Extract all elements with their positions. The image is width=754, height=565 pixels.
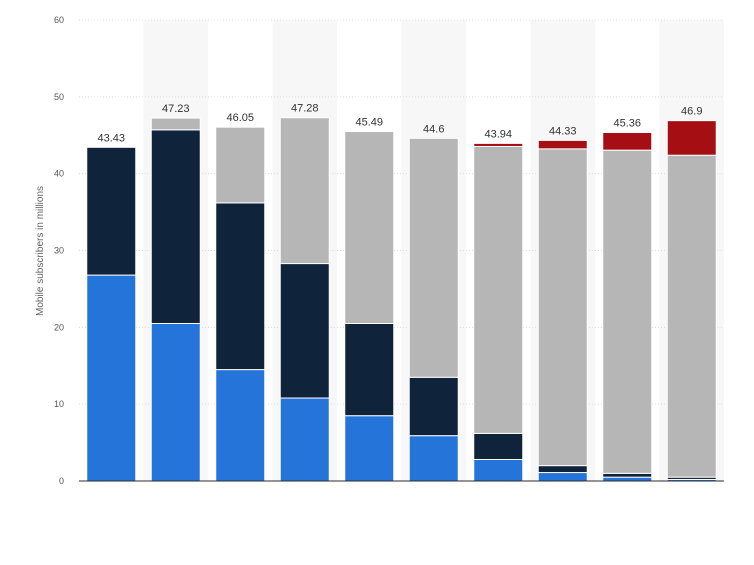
bar-segment	[150, 117, 201, 131]
bar-segment	[215, 369, 266, 482]
total-label: 47.23	[162, 103, 190, 115]
bar-segment	[537, 465, 588, 474]
y-tick-label: 40	[54, 169, 64, 179]
y-tick-label: 0	[59, 476, 64, 486]
total-label: 43.94	[484, 128, 512, 140]
bar-segment	[279, 117, 330, 265]
bar-segment	[86, 146, 137, 276]
y-tick-label: 10	[54, 399, 64, 409]
y-tick-label: 60	[54, 15, 64, 25]
bar-segment	[344, 415, 395, 482]
bar-segment	[602, 476, 653, 482]
bar-segment	[215, 126, 266, 204]
bar-segment	[408, 137, 459, 378]
total-label: 44.6	[423, 123, 444, 135]
bar-segment	[666, 154, 717, 478]
bar-segment	[537, 472, 588, 482]
bar-segment	[408, 435, 459, 482]
bar-segment	[150, 129, 201, 324]
bar-segment	[344, 322, 395, 417]
bar-segment	[473, 145, 524, 434]
y-axis: 0 10 20 30 40 50 60	[54, 15, 64, 486]
total-label: 46.9	[681, 106, 702, 118]
y-tick-label: 30	[54, 246, 64, 256]
bar-segment	[150, 322, 201, 482]
bar-segment	[537, 139, 588, 150]
total-label: 45.49	[355, 116, 383, 128]
bar-segment	[408, 376, 459, 437]
bar-segment	[602, 149, 653, 474]
bar-segment	[344, 130, 395, 324]
total-label: 44.33	[549, 125, 577, 137]
bar-segment	[279, 263, 330, 399]
bar-segment	[666, 120, 717, 156]
bar-segment	[537, 148, 588, 467]
bars	[86, 117, 717, 482]
bar-segment	[602, 472, 653, 478]
total-labels: 43.43 47.23 46.05 47.28 45.49 44.6 43.94 44.33 4…	[97, 103, 702, 145]
total-label: 47.28	[291, 103, 319, 115]
bar-segment	[215, 202, 266, 371]
y-tick-label: 20	[54, 322, 64, 332]
y-tick-label: 50	[54, 92, 64, 102]
bar-segment	[473, 432, 524, 460]
bar-segment	[602, 131, 653, 151]
bar-segment	[279, 397, 330, 482]
y-axis-title: Mobile subscribers in millions	[35, 186, 46, 316]
bar-segment	[473, 142, 524, 147]
total-label: 45.36	[613, 117, 641, 129]
total-label: 46.05	[226, 112, 254, 124]
bar-segment	[86, 274, 137, 482]
bar-segment	[473, 458, 524, 482]
total-label: 43.43	[97, 132, 125, 144]
